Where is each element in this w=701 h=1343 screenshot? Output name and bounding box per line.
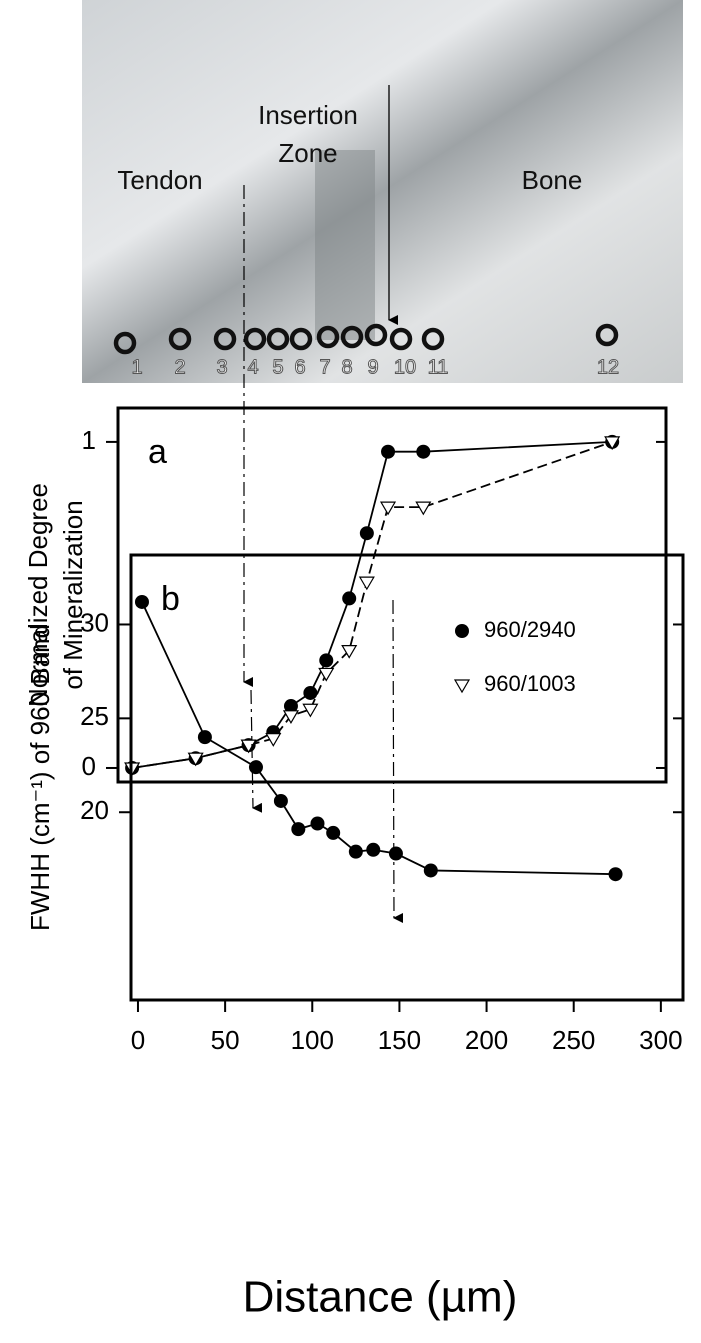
spot-number: 4 [247, 356, 258, 378]
x-tick-label: 200 [465, 1025, 508, 1055]
y-tick-label: 20 [80, 795, 109, 825]
spot [421, 327, 445, 351]
x-tick-label: 250 [552, 1025, 595, 1055]
spot-number: 9 [367, 356, 378, 378]
spot-number: 11 [428, 356, 449, 378]
data-point [318, 667, 335, 682]
spot-number: 6 [294, 356, 305, 378]
legend-marker [455, 624, 469, 638]
spot-number: 2 [174, 356, 185, 378]
x-tick-label: 150 [378, 1025, 421, 1055]
data-point [359, 526, 374, 541]
data-point [187, 752, 204, 767]
spot [595, 323, 619, 347]
data-point [197, 730, 212, 745]
spot [389, 327, 413, 351]
data-point [291, 822, 306, 837]
spot [266, 327, 290, 351]
series-line [131, 441, 613, 769]
legend-label: 960/2940 [484, 617, 576, 642]
data-point [302, 703, 319, 718]
data-point [342, 591, 357, 606]
data-point [283, 699, 298, 714]
spot-number: 5 [272, 356, 283, 378]
data-point [310, 816, 325, 831]
data-point [282, 710, 300, 724]
series-line [141, 601, 616, 876]
y-tick-label: 1 [82, 425, 96, 455]
photo-label: Tendon [117, 165, 202, 195]
legend-marker [453, 679, 471, 694]
data-point [319, 653, 334, 668]
data-point [348, 844, 363, 859]
data-point [358, 576, 375, 591]
x-tick-label: 50 [211, 1025, 240, 1055]
data-point [341, 644, 358, 659]
data-point [423, 863, 438, 878]
spot-number: 3 [216, 356, 227, 378]
plot-frame [129, 553, 685, 1002]
data-point [265, 733, 282, 747]
photo-label: Zone [278, 138, 337, 168]
panel-label: b [161, 580, 180, 618]
photo-label: Bone [522, 165, 583, 195]
spot [213, 327, 237, 351]
spot-number: 7 [319, 356, 330, 378]
spot [340, 325, 364, 349]
plot-frame [116, 406, 668, 784]
data-point [303, 685, 318, 700]
micrograph [82, 0, 683, 383]
data-point [608, 867, 623, 882]
spot [243, 327, 267, 351]
spot [168, 327, 192, 351]
data-point [134, 594, 149, 609]
x-tick-label: 100 [291, 1025, 334, 1055]
data-point [366, 842, 381, 857]
data-point [381, 444, 396, 459]
data-point [415, 501, 432, 516]
data-point [273, 793, 288, 808]
spot-number: 1 [131, 356, 142, 378]
data-point [379, 501, 397, 516]
spot [316, 325, 340, 349]
x-tick-label: 300 [639, 1025, 682, 1055]
insertion-shade [315, 150, 375, 340]
x-tick-label: 0 [131, 1025, 145, 1055]
spot-number: 10 [394, 356, 416, 378]
y-tick-label: 0 [82, 751, 96, 781]
y-tick-label: 30 [80, 607, 109, 637]
spot [113, 331, 137, 355]
x-axis-title: Distance (µm) [243, 1273, 518, 1322]
legend-label: 960/1003 [484, 671, 576, 696]
photo-label: Insertion [258, 100, 358, 130]
data-point [416, 444, 431, 459]
photo-background [82, 0, 683, 383]
spot-number: 8 [341, 356, 352, 378]
spot-number: 12 [597, 356, 619, 378]
guide-arrows [243, 185, 404, 923]
data-point [248, 760, 263, 775]
y-axis-title: Normalized Degree [23, 483, 53, 707]
data-point [388, 846, 403, 861]
spot [364, 323, 388, 347]
data-point [604, 436, 621, 451]
y-tick-label: 25 [80, 701, 109, 731]
panel-label: a [148, 433, 167, 471]
guide-arrow [392, 599, 404, 923]
y-axis-title: of Mineralization [58, 500, 88, 689]
guide-arrow [250, 689, 263, 813]
series-line [131, 441, 613, 769]
spot [289, 327, 313, 351]
data-point [326, 825, 341, 840]
y-axis-title: FWHH (cm⁻¹) of 960 Band [25, 624, 55, 931]
